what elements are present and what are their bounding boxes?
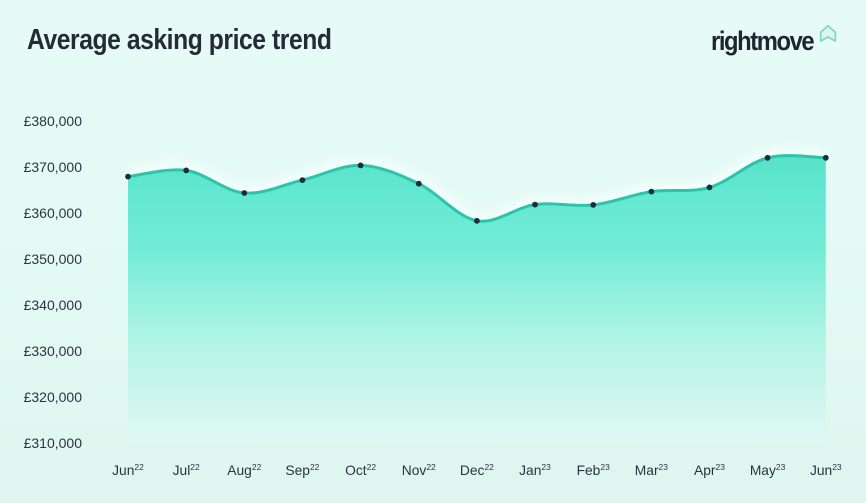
svg-text:£320,000: £320,000 <box>24 389 83 405</box>
svg-text:Jan23: Jan23 <box>519 462 551 478</box>
svg-text:Jul22: Jul22 <box>173 462 200 478</box>
svg-text:Jun22: Jun22 <box>112 462 144 478</box>
svg-text:£330,000: £330,000 <box>24 343 83 359</box>
svg-text:Dec22: Dec22 <box>460 462 494 478</box>
svg-text:Apr23: Apr23 <box>694 462 725 478</box>
svg-text:Oct22: Oct22 <box>345 462 376 478</box>
svg-text:£310,000: £310,000 <box>24 435 83 451</box>
svg-text:Nov22: Nov22 <box>402 462 436 478</box>
svg-text:Sep22: Sep22 <box>285 462 319 478</box>
svg-text:£350,000: £350,000 <box>24 251 83 267</box>
svg-text:Jun23: Jun23 <box>810 462 842 478</box>
svg-text:Mar23: Mar23 <box>635 462 668 478</box>
svg-text:May23: May23 <box>750 462 786 478</box>
svg-text:£360,000: £360,000 <box>24 205 83 221</box>
svg-text:£340,000: £340,000 <box>24 297 83 313</box>
svg-text:£370,000: £370,000 <box>24 159 83 175</box>
svg-text:Aug22: Aug22 <box>227 462 261 478</box>
svg-text:£380,000: £380,000 <box>24 113 83 129</box>
svg-text:Feb23: Feb23 <box>577 462 611 478</box>
